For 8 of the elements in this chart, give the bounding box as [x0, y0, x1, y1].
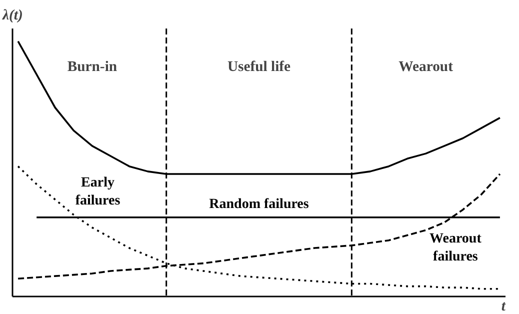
- annotation: Wearout: [398, 58, 454, 75]
- series-label: Wearout failures: [430, 232, 482, 265]
- series-label: Early failures: [75, 175, 121, 208]
- x-axis-title: t: [501, 298, 506, 314]
- series-label: Random failures: [209, 197, 310, 212]
- y-axis-title: λ(t): [2, 8, 23, 24]
- annotation: Useful life: [227, 58, 292, 75]
- annotation: Burn-in: [67, 58, 118, 75]
